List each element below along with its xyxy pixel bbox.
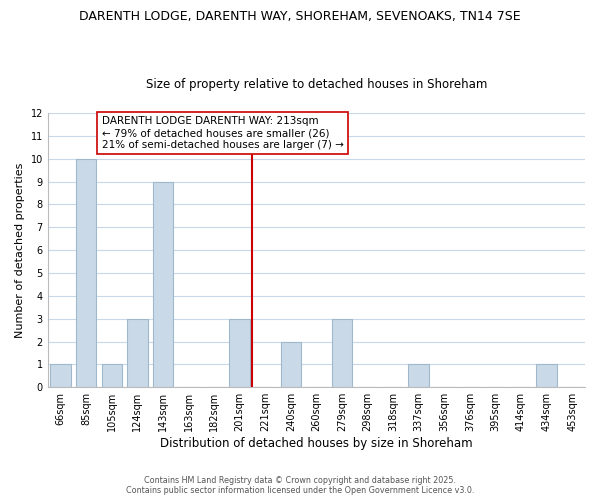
Bar <box>229 318 250 387</box>
Bar <box>127 318 148 387</box>
Bar <box>101 364 122 387</box>
Text: DARENTH LODGE, DARENTH WAY, SHOREHAM, SEVENOAKS, TN14 7SE: DARENTH LODGE, DARENTH WAY, SHOREHAM, SE… <box>79 10 521 23</box>
Bar <box>76 158 97 387</box>
Text: DARENTH LODGE DARENTH WAY: 213sqm
← 79% of detached houses are smaller (26)
21% : DARENTH LODGE DARENTH WAY: 213sqm ← 79% … <box>101 116 343 150</box>
X-axis label: Distribution of detached houses by size in Shoreham: Distribution of detached houses by size … <box>160 437 473 450</box>
Bar <box>50 364 71 387</box>
Text: Contains HM Land Registry data © Crown copyright and database right 2025.
Contai: Contains HM Land Registry data © Crown c… <box>126 476 474 495</box>
Y-axis label: Number of detached properties: Number of detached properties <box>15 162 25 338</box>
Title: Size of property relative to detached houses in Shoreham: Size of property relative to detached ho… <box>146 78 487 91</box>
Bar <box>409 364 429 387</box>
Bar <box>332 318 352 387</box>
Bar <box>152 182 173 387</box>
Bar <box>536 364 557 387</box>
Bar <box>281 342 301 387</box>
